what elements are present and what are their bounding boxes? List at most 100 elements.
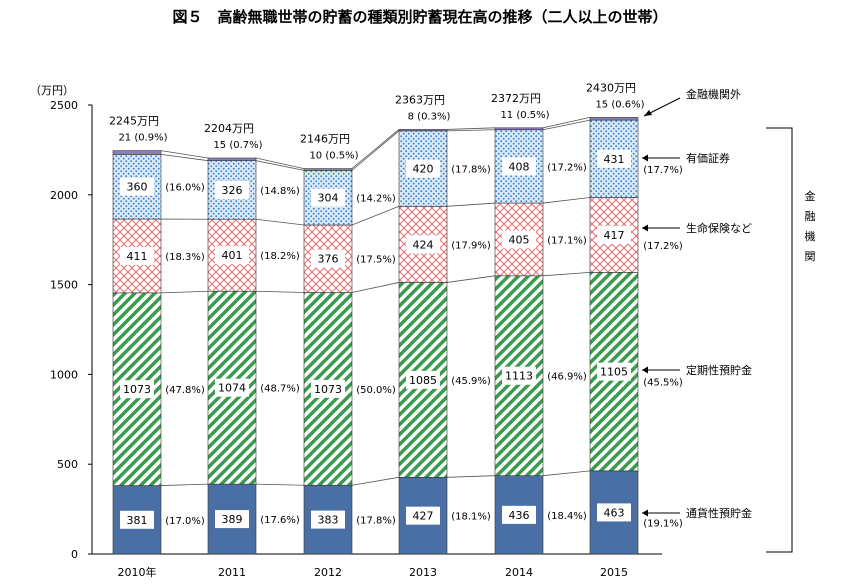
value-label-time-deposit-3: 1085 bbox=[409, 374, 437, 387]
value-label-time-deposit-5: 1105 bbox=[600, 366, 628, 379]
connector-line-2-4 bbox=[351, 129, 400, 169]
share-label-life-insurance-2: (17.5%) bbox=[356, 255, 396, 266]
value-label-box-life-insurance-2 bbox=[311, 249, 345, 268]
value-label-box-current-deposit-1 bbox=[215, 510, 249, 529]
legend-arrowhead-life-insurance bbox=[642, 224, 648, 232]
connector-line-1-4 bbox=[255, 157, 305, 169]
x-tick-label-3: 2013 bbox=[409, 566, 437, 579]
non-financial-label-3: 8 (0.3%) bbox=[408, 111, 451, 122]
value-label-box-securities-5 bbox=[597, 149, 631, 168]
share-label-securities-2: (14.2%) bbox=[356, 194, 396, 205]
connector-line-4-4 bbox=[542, 117, 591, 129]
y-tick-label-2500: 2500 bbox=[50, 99, 78, 112]
value-label-securities-1: 326 bbox=[222, 184, 243, 197]
non-financial-label-5: 15 (0.6%) bbox=[595, 99, 644, 110]
value-label-box-life-insurance-4 bbox=[502, 230, 536, 249]
y-axis-unit-label: （万円） bbox=[30, 84, 74, 97]
share-label-securities-5: (17.7%) bbox=[643, 165, 683, 176]
value-label-life-insurance-0: 411 bbox=[127, 250, 148, 263]
bar-segment-non-financial-4 bbox=[494, 127, 544, 131]
value-label-box-time-deposit-4 bbox=[502, 366, 536, 385]
y-tick-label-2000: 2000 bbox=[50, 189, 78, 202]
legend-arrowhead-current-deposit bbox=[642, 509, 648, 517]
value-label-box-current-deposit-0 bbox=[120, 510, 154, 529]
value-label-current-deposit-1: 389 bbox=[222, 513, 243, 526]
connector-line-0-4 bbox=[160, 150, 209, 159]
total-label-3: 2363万円 bbox=[395, 93, 445, 106]
connector-line-3-4 bbox=[446, 127, 496, 130]
total-label-4: 2372万円 bbox=[491, 92, 541, 105]
share-label-securities-0: (16.0%) bbox=[165, 183, 205, 194]
value-label-current-deposit-2: 383 bbox=[318, 514, 339, 527]
value-label-life-insurance-3: 424 bbox=[413, 238, 434, 251]
connector-line-0-1 bbox=[160, 290, 209, 294]
share-label-current-deposit-2: (17.8%) bbox=[356, 516, 396, 527]
legend-arrowhead-non-financial bbox=[644, 110, 652, 116]
x-tick-label-0: 2010年 bbox=[118, 565, 157, 579]
share-label-current-deposit-3: (18.1%) bbox=[451, 512, 491, 523]
total-label-1: 2204万円 bbox=[204, 122, 254, 135]
connector-line-3-1 bbox=[446, 275, 496, 283]
non-financial-label-1: 15 (0.7%) bbox=[213, 140, 262, 151]
data-labels: 381 (17.0%) 1073 (47.8%) 411 (18.3%) 360 (16.0%… bbox=[109, 81, 683, 529]
share-label-time-deposit-3: (45.9%) bbox=[451, 376, 491, 387]
bar-segment-non-financial-0 bbox=[112, 150, 162, 155]
connector-line-0-3 bbox=[160, 153, 209, 162]
connector-line-2-0 bbox=[351, 476, 400, 486]
value-label-box-current-deposit-4 bbox=[502, 505, 536, 524]
value-label-box-securities-1 bbox=[215, 180, 249, 199]
total-label-2: 2146万円 bbox=[300, 133, 350, 146]
bar-segment-non-financial-5 bbox=[589, 117, 639, 121]
value-label-current-deposit-4: 436 bbox=[509, 509, 530, 522]
connector-line-1-3 bbox=[255, 160, 305, 171]
value-label-box-life-insurance-3 bbox=[406, 235, 440, 254]
share-label-securities-4: (17.2%) bbox=[547, 162, 587, 173]
connector-line-4-2 bbox=[542, 197, 591, 204]
value-label-box-current-deposit-5 bbox=[597, 503, 631, 522]
share-label-current-deposit-4: (18.4%) bbox=[547, 511, 587, 522]
share-label-life-insurance-3: (17.9%) bbox=[451, 240, 491, 251]
value-label-securities-0: 360 bbox=[127, 181, 148, 194]
connector-lines bbox=[160, 117, 591, 486]
value-label-box-time-deposit-5 bbox=[597, 362, 631, 381]
value-label-box-time-deposit-0 bbox=[120, 380, 154, 399]
chart-title: 図５ 高齢無職世帯の貯蓄の種類別貯蓄現在高の推移（二人以上の世帯） bbox=[172, 8, 667, 26]
y-tick-label-500: 500 bbox=[57, 458, 78, 471]
legend-label-non-financial: 金融機関外 bbox=[686, 87, 741, 101]
value-label-time-deposit-2: 1073 bbox=[314, 383, 342, 396]
value-label-box-current-deposit-2 bbox=[311, 510, 345, 529]
bracket-label-char-1: 融 bbox=[805, 210, 816, 223]
legend-arrowhead-securities bbox=[642, 154, 648, 162]
value-label-life-insurance-4: 405 bbox=[509, 233, 530, 246]
y-tick-label-1500: 1500 bbox=[50, 279, 78, 292]
share-label-life-insurance-1: (18.2%) bbox=[260, 251, 300, 262]
share-label-life-insurance-4: (17.1%) bbox=[547, 235, 587, 246]
value-label-box-securities-0 bbox=[120, 177, 154, 196]
bar-segment-non-financial-1 bbox=[207, 157, 257, 161]
legend-label-life-insurance: 生命保険など bbox=[686, 221, 752, 235]
bracket-label-char-2: 機 bbox=[805, 229, 816, 243]
non-financial-label-2: 10 (0.5%) bbox=[309, 151, 358, 162]
y-tick-label-1000: 1000 bbox=[50, 368, 78, 381]
x-tick-label-1: 2011 bbox=[218, 566, 246, 579]
connector-line-3-3 bbox=[446, 129, 496, 132]
connector-line-4-1 bbox=[542, 271, 591, 277]
value-label-life-insurance-1: 401 bbox=[222, 249, 243, 262]
x-tick-label-5: 2015 bbox=[600, 566, 628, 579]
value-label-securities-2: 304 bbox=[318, 192, 339, 205]
connector-line-4-3 bbox=[542, 119, 591, 131]
connector-line-3-0 bbox=[446, 475, 496, 478]
value-label-time-deposit-0: 1073 bbox=[123, 383, 151, 396]
value-label-box-securities-4 bbox=[502, 157, 536, 176]
bar-segment-non-financial-2 bbox=[303, 168, 353, 171]
share-label-time-deposit-2: (50.0%) bbox=[356, 385, 396, 396]
share-label-securities-1: (14.8%) bbox=[260, 186, 300, 197]
financial-bracket bbox=[766, 127, 793, 553]
total-label-0: 2245万円 bbox=[109, 115, 159, 128]
share-label-current-deposit-0: (17.0%) bbox=[165, 516, 205, 527]
value-label-securities-3: 420 bbox=[413, 163, 434, 176]
share-label-time-deposit-4: (46.9%) bbox=[547, 372, 587, 383]
connector-line-2-3 bbox=[351, 130, 400, 171]
legend-label-current-deposit: 通貨性預貯金 bbox=[686, 506, 752, 520]
share-label-time-deposit-5: (45.5%) bbox=[643, 378, 683, 389]
